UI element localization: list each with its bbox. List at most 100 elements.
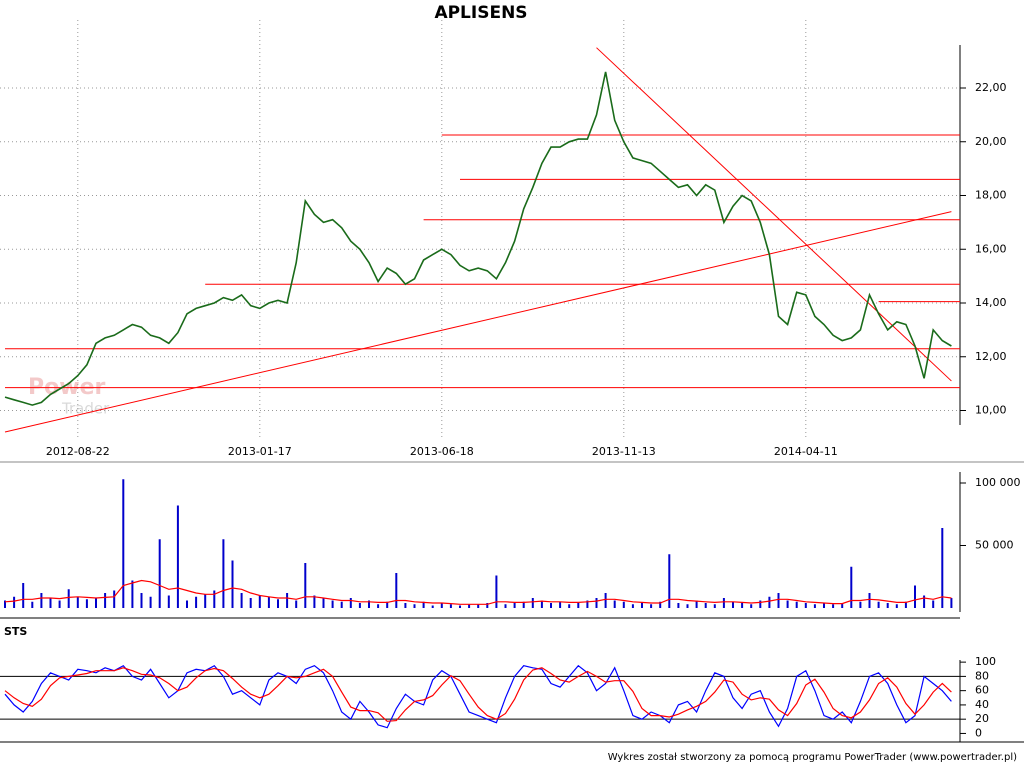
volume-bar (204, 594, 207, 608)
volume-bar (631, 604, 634, 608)
volume-bar (295, 600, 298, 608)
volume-bar (67, 589, 70, 608)
price-line (4, 71, 952, 406)
volume-bar (277, 599, 279, 608)
y-tick-label: 0 (975, 726, 982, 739)
volume-bar (595, 598, 598, 608)
series-line (4, 667, 952, 722)
volume-bar (914, 585, 916, 608)
volume-bar (559, 601, 562, 608)
volume-bar (513, 603, 516, 608)
volume-bar (677, 603, 680, 608)
volume-bar (486, 603, 489, 608)
volume-bar (40, 593, 43, 608)
volume-bar (286, 593, 289, 608)
volume-bar (377, 604, 380, 608)
volume-bar (823, 603, 825, 608)
volume-bar (668, 554, 671, 608)
volume-bar (140, 593, 143, 608)
volume-bar (13, 596, 16, 608)
volume-bar (267, 596, 270, 608)
panel-title: STS (4, 625, 27, 638)
y-tick-label: 12,00 (975, 350, 1007, 363)
volume-bar (713, 604, 716, 608)
trend-line (4, 211, 952, 433)
volume-bar (759, 600, 762, 608)
volume-bar (431, 605, 434, 608)
volume-bar (195, 596, 198, 608)
volume-bar (58, 600, 61, 608)
volume-bar (240, 593, 243, 608)
volume-bar (904, 601, 907, 608)
volume-bar (813, 604, 816, 608)
volume-bar (586, 600, 589, 608)
volume-bar (113, 590, 116, 608)
y-tick-label: 22,00 (975, 81, 1007, 94)
volume-bar (404, 603, 407, 608)
volume-bar (176, 505, 179, 608)
volume-bar (768, 596, 771, 608)
volume-bar (604, 593, 607, 608)
y-tick-label: 100 (975, 655, 996, 668)
volume-bar (695, 600, 698, 608)
volume-bar (395, 573, 398, 608)
x-tick-label: 2013-01-17 (228, 445, 292, 458)
volume-bar (795, 601, 798, 608)
y-tick-label: 10,00 (975, 404, 1007, 417)
volume-bar (340, 601, 343, 608)
volume-bar (304, 563, 307, 608)
watermark: Trader (61, 400, 110, 418)
volume-bar (158, 539, 161, 608)
x-tick-label: 2012-08-22 (46, 445, 110, 458)
volume-bar (149, 596, 152, 608)
volume-bar (895, 604, 898, 608)
volume-bar (886, 603, 889, 608)
volume-bar (641, 603, 643, 608)
volume-bar (95, 598, 97, 608)
volume-bar (349, 598, 352, 608)
volume-bar (31, 601, 34, 608)
volume-bar (258, 595, 261, 608)
volume-bar (832, 604, 835, 608)
volume-bar (386, 601, 389, 608)
volume-bar (932, 600, 935, 608)
volume-bar (22, 583, 25, 608)
y-tick-label: 40 (975, 698, 989, 711)
volume-bar (613, 600, 616, 608)
volume-bar (732, 601, 734, 608)
volume-bar (568, 604, 571, 608)
volume-bar (877, 601, 880, 608)
volume-bar (550, 603, 552, 608)
volume-bar (750, 604, 753, 608)
volume-bar (495, 575, 498, 608)
volume-bar (522, 601, 525, 608)
x-tick-label: 2013-06-18 (410, 445, 474, 458)
volume-bar (459, 605, 461, 608)
volume-bar (4, 600, 6, 608)
volume-bar (923, 595, 926, 608)
y-tick-label: 16,00 (975, 242, 1007, 255)
volume-bar (850, 566, 853, 608)
y-tick-label: 20 (975, 712, 989, 725)
volume-bar (704, 603, 707, 608)
volume-bar (577, 603, 580, 608)
volume-bar (313, 595, 316, 608)
volume-bar (231, 560, 234, 608)
chart-title: APLISENS (434, 3, 527, 23)
volume-bar (85, 599, 88, 608)
volume-bar (322, 598, 325, 608)
volume-bar (122, 479, 125, 608)
volume-bar (859, 601, 862, 608)
volume-bar (622, 601, 625, 608)
volume-bar (76, 596, 79, 608)
y-tick-label: 60 (975, 684, 989, 697)
volume-bar (650, 604, 653, 608)
y-tick-label: 80 (975, 669, 989, 682)
series-line (4, 664, 952, 729)
volume-bar (804, 603, 807, 608)
volume-bar (477, 604, 480, 608)
volume-bar (186, 600, 188, 608)
volume-bar (131, 580, 134, 608)
footer: Wykres został stworzony za pomocą progra… (608, 752, 1017, 763)
